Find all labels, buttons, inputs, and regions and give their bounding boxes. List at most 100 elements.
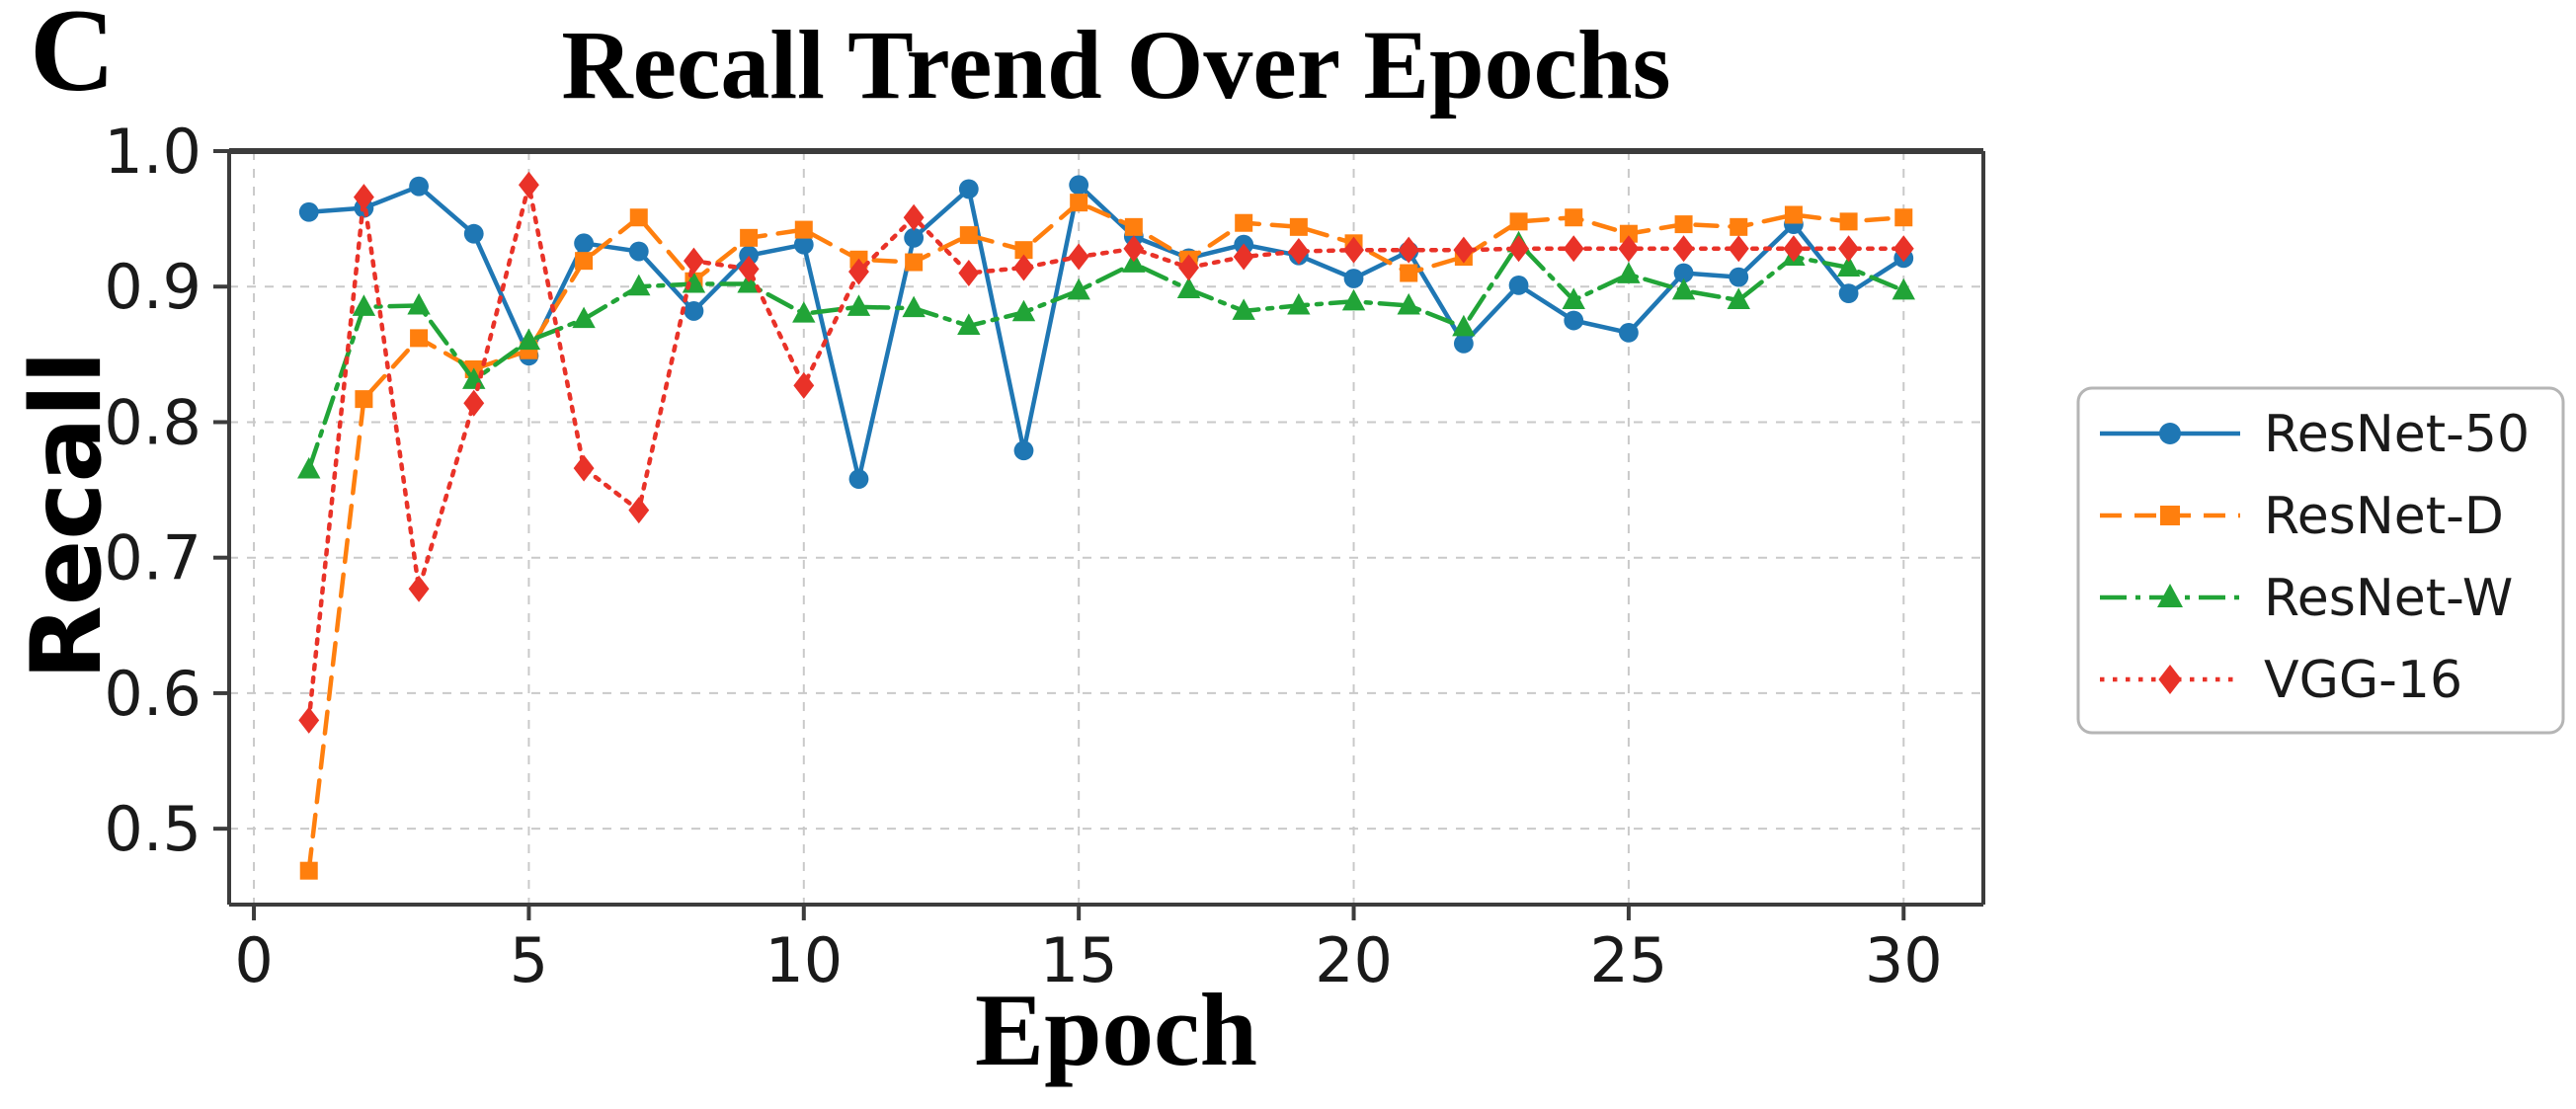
- data-point-marker: [739, 245, 760, 266]
- data-point-marker: [1563, 235, 1584, 263]
- data-point-marker: [1176, 277, 1201, 298]
- series-line: [306, 183, 1906, 723]
- data-point-marker: [846, 294, 871, 316]
- data-point-marker: [573, 454, 595, 482]
- x-tick-label: 10: [765, 924, 843, 996]
- data-point-marker: [740, 228, 759, 247]
- data-point-marker: [1341, 288, 1366, 311]
- data-point-marker: [575, 252, 594, 271]
- x-tick-label: 5: [510, 924, 548, 996]
- data-point-marker: [1838, 283, 1859, 303]
- data-point-marker: [1564, 310, 1584, 331]
- data-point-marker: [959, 226, 978, 245]
- data-point-marker: [1453, 236, 1475, 264]
- data-point-marker: [1562, 287, 1585, 309]
- data-point-marker: [1397, 292, 1420, 315]
- data-point-marker: [355, 390, 373, 409]
- data-point-marker: [518, 171, 539, 198]
- data-point-marker: [1232, 298, 1255, 320]
- data-point-marker: [574, 233, 594, 254]
- grid-lines: [229, 150, 1983, 905]
- data-point-marker: [1619, 224, 1638, 243]
- legend-item: ResNet-W: [2100, 569, 2513, 628]
- data-point-marker: [1124, 217, 1143, 236]
- data-point-marker: [1783, 235, 1805, 263]
- legend-box: [2076, 386, 2565, 735]
- data-point-marker: [1894, 208, 1913, 227]
- data-point-marker: [1619, 322, 1639, 343]
- chart-title: Recall Trend Over Epochs: [561, 10, 1671, 119]
- data-point-marker: [1892, 277, 1915, 300]
- legend-label: ResNet-W: [2264, 569, 2513, 628]
- data-point-marker: [1892, 235, 1914, 263]
- y-tick-label: 0.6: [104, 658, 201, 730]
- data-point-marker: [1565, 208, 1583, 227]
- x-tick-label: 15: [1040, 924, 1118, 996]
- data-point-marker: [1068, 243, 1089, 271]
- square-marker-icon: [2160, 506, 2180, 525]
- data-point-marker: [1287, 292, 1311, 315]
- data-point-marker: [407, 292, 431, 315]
- data-point-marker: [1400, 264, 1418, 282]
- data-point-marker: [684, 301, 704, 321]
- data-point-marker: [738, 255, 760, 282]
- diamond-marker-icon: [2158, 665, 2182, 694]
- data-point-marker: [627, 274, 651, 296]
- data-point-marker: [1784, 205, 1803, 224]
- data-point-marker: [1727, 287, 1750, 309]
- data-point-marker: [1674, 215, 1693, 234]
- data-point-marker: [958, 179, 979, 199]
- data-point-marker: [1508, 235, 1529, 263]
- data-point-marker: [1343, 236, 1364, 264]
- axes: 0 5 10 15 20 25 30 1.0 0.9 0.8 0.7 0.6 0.5: [104, 116, 1985, 996]
- x-axis-label: Epoch: [975, 972, 1257, 1087]
- data-point-marker: [410, 329, 429, 348]
- data-point-marker: [352, 294, 376, 316]
- data-point-marker: [1618, 235, 1640, 263]
- data-point-marker: [299, 861, 318, 880]
- data-point-marker: [1509, 212, 1528, 231]
- data-point-marker: [572, 306, 596, 329]
- y-tick-label: 1.0: [104, 116, 201, 188]
- data-point-marker: [1233, 243, 1254, 271]
- data-point-marker: [1729, 267, 1749, 287]
- legend-label: ResNet-50: [2264, 405, 2530, 464]
- data-point-marker: [463, 223, 484, 244]
- data-point-marker: [1014, 241, 1033, 260]
- series-resnet-d: [299, 194, 1913, 880]
- data-point-marker: [297, 456, 321, 479]
- y-tick-label: 0.7: [104, 522, 201, 594]
- panel-letter-label: C: [30, 0, 116, 116]
- data-point-marker: [517, 328, 541, 351]
- data-point-marker: [793, 371, 815, 399]
- data-point-marker: [1013, 440, 1034, 461]
- data-point-marker: [1289, 217, 1308, 236]
- data-point-marker: [1288, 238, 1310, 266]
- series-vgg-16: [298, 171, 1914, 734]
- data-point-marker: [298, 706, 320, 734]
- data-point-marker: [848, 469, 869, 489]
- x-tick-label: 0: [234, 924, 273, 996]
- data-point-marker: [1013, 254, 1034, 281]
- data-point-marker: [1508, 275, 1529, 295]
- data-point-marker: [1011, 299, 1036, 322]
- data-point-marker: [957, 313, 981, 336]
- data-point-marker: [1836, 255, 1861, 277]
- data-point-marker: [1839, 212, 1858, 231]
- legend-item: ResNet-50: [2100, 405, 2530, 464]
- y-tick-label: 0.9: [104, 251, 201, 323]
- data-point-marker: [902, 295, 926, 318]
- series-line: [306, 199, 1906, 873]
- legend: ResNet-50 ResNet-D ResNet-W VGG-16: [2076, 386, 2565, 735]
- legend-item: VGG-16: [2100, 651, 2462, 710]
- data-point-marker: [1123, 235, 1145, 263]
- data-point-marker: [298, 201, 319, 222]
- series-resnet-50: [298, 175, 1914, 489]
- data-point-marker: [1838, 235, 1860, 263]
- data-point-marker: [1730, 217, 1748, 236]
- data-point-marker: [958, 260, 980, 287]
- data-point-marker: [1671, 277, 1696, 300]
- data-point-marker: [848, 258, 869, 285]
- data-point-marker: [628, 241, 649, 262]
